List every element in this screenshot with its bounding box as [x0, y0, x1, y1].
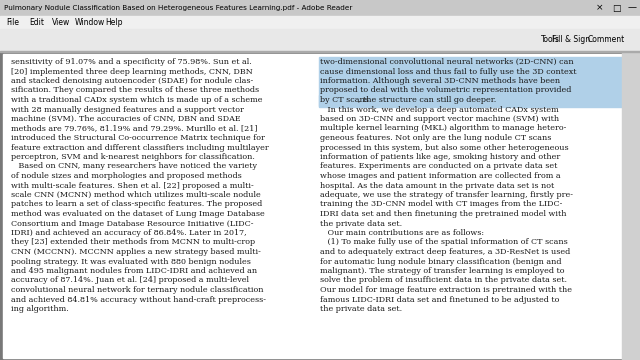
Text: introduced the Structural Co-occurrence Matrix technique for: introduced the Structural Co-occurrence …: [11, 134, 265, 142]
Bar: [0, 51, 640, 52]
Text: Tools: Tools: [541, 36, 560, 45]
Bar: [319, 95, 358, 105]
Text: whose images and patient information are collected from a: whose images and patient information are…: [321, 172, 561, 180]
Text: with 28 manually designed features and a support vector: with 28 manually designed features and a…: [11, 105, 244, 113]
Text: Window: Window: [74, 18, 105, 27]
Text: Based on CNN, many researchers have noticed the variety: Based on CNN, many researchers have noti…: [11, 162, 257, 171]
Text: and 495 malignant nodules from LIDC-IDRI and achieved an: and 495 malignant nodules from LIDC-IDRI…: [11, 267, 257, 275]
Text: CNN (MCCNN). MCCNN applies a new strategy based multi-: CNN (MCCNN). MCCNN applies a new strateg…: [11, 248, 261, 256]
Text: ing algorithm.: ing algorithm.: [11, 305, 68, 313]
Text: solve the problem of insufficient data in the private data set.: solve the problem of insufficient data i…: [321, 276, 568, 284]
Text: adequate, we use the strategy of transfer learning, firstly pre-: adequate, we use the strategy of transfe…: [321, 191, 573, 199]
Text: two-dimensional convolutional neural networks (2D-CNN) can: two-dimensional convolutional neural net…: [321, 58, 574, 66]
Bar: [319, 57, 622, 107]
Text: feature extraction and different classifiers including multilayer: feature extraction and different classif…: [11, 144, 269, 152]
Text: ×: ×: [596, 4, 604, 13]
Text: [20] implemented three deep learning methods, CNN, DBN: [20] implemented three deep learning met…: [11, 68, 253, 76]
Text: sification. They compared the results of these three methods: sification. They compared the results of…: [11, 86, 259, 94]
Text: geneous features. Not only are the lung nodule CT scans: geneous features. Not only are the lung …: [321, 134, 552, 142]
Text: In this work, we develop a deep automated CADx system: In this work, we develop a deep automate…: [321, 105, 559, 113]
Text: Help: Help: [106, 18, 123, 27]
Text: Pulmonary Nodule Classification Based on Heterogeneous Features Learning.pdf - A: Pulmonary Nodule Classification Based on…: [4, 5, 353, 11]
Text: famous LIDC-IDRI data set and finetuned to be adjusted to: famous LIDC-IDRI data set and finetuned …: [321, 296, 560, 303]
Text: Our model for image feature extraction is pretrained with the: Our model for image feature extraction i…: [321, 286, 573, 294]
Text: for automatic lung nodule binary classification (benign and: for automatic lung nodule binary classif…: [321, 257, 562, 266]
Bar: [0, 52, 640, 360]
Text: they [23] extended their methods from MCNN to multi-crop: they [23] extended their methods from MC…: [11, 238, 255, 247]
Text: malignant). The strategy of transfer learning is employed to: malignant). The strategy of transfer lea…: [321, 267, 565, 275]
Text: with multi-scale features. Shen et al. [22] proposed a multi-: with multi-scale features. Shen et al. […: [11, 181, 253, 189]
Text: and to adequately extract deep features, a 3D-ResNet is used: and to adequately extract deep features,…: [321, 248, 571, 256]
Text: information of patients like age, smoking history and other: information of patients like age, smokin…: [321, 153, 561, 161]
Text: , the structure can still go deeper.: , the structure can still go deeper.: [358, 96, 497, 104]
Text: by CT scans: by CT scans: [321, 96, 369, 104]
Text: Comment: Comment: [588, 36, 625, 45]
Text: method was evaluated on the dataset of Lung Image Database: method was evaluated on the dataset of L…: [11, 210, 265, 218]
Bar: [622, 52, 640, 360]
Text: methods are 79.76%, 81.19% and 79.29%. Murillo et al. [21]: methods are 79.76%, 81.19% and 79.29%. M…: [11, 125, 257, 132]
Text: and stacked denoising autoencoder (SDAE) for nodule clas-: and stacked denoising autoencoder (SDAE)…: [11, 77, 253, 85]
Text: Fill & Sign: Fill & Sign: [552, 36, 590, 45]
Text: training the 3D-CNN model with CT images from the LIDC-: training the 3D-CNN model with CT images…: [321, 201, 563, 208]
Text: scale CNN (MCNN) method which utilizes multi-scale nodule: scale CNN (MCNN) method which utilizes m…: [11, 191, 260, 199]
Text: accuracy of 87.14%. Juan et al. [24] proposed a multi-level: accuracy of 87.14%. Juan et al. [24] pro…: [11, 276, 249, 284]
Text: Our main contributions are as follows:: Our main contributions are as follows:: [321, 229, 484, 237]
Text: based on 3D-CNN and support vector machine (SVM) with: based on 3D-CNN and support vector machi…: [321, 115, 559, 123]
Text: the private data set.: the private data set.: [321, 305, 403, 313]
Text: sensitivity of 91.07% and a specificity of 75.98%. Sun et al.: sensitivity of 91.07% and a specificity …: [11, 58, 252, 66]
Text: with a traditional CADx system which is made up of a scheme: with a traditional CADx system which is …: [11, 96, 262, 104]
Text: processed in this system, but also some other heterogeneous: processed in this system, but also some …: [321, 144, 569, 152]
Text: information. Although several 3D-CNN methods have been: information. Although several 3D-CNN met…: [321, 77, 561, 85]
Text: Edit: Edit: [29, 18, 44, 27]
Text: File: File: [6, 18, 19, 27]
Bar: [0, 29, 640, 51]
Text: hospital. As the data amount in the private data set is not: hospital. As the data amount in the priv…: [321, 181, 555, 189]
Bar: [0, 52, 3, 360]
Text: View: View: [52, 18, 70, 27]
Text: machine (SVM). The accuracies of CNN, DBN and SDAE: machine (SVM). The accuracies of CNN, DB…: [11, 115, 241, 123]
Text: perceptron, SVM and k-nearest neighbors for classification.: perceptron, SVM and k-nearest neighbors …: [11, 153, 255, 161]
Text: (1) To make fully use of the spatial information of CT scans: (1) To make fully use of the spatial inf…: [321, 238, 568, 247]
Text: features. Experiments are conducted on a private data set: features. Experiments are conducted on a…: [321, 162, 558, 171]
Text: and achieved 84.81% accuracy without hand-craft preprocess-: and achieved 84.81% accuracy without han…: [11, 296, 266, 303]
Text: the private data set.: the private data set.: [321, 220, 403, 228]
Text: proposed to deal with the volumetric representation provided: proposed to deal with the volumetric rep…: [321, 86, 572, 94]
Text: pooling strategy. It was evaluated with 880 benign nodules: pooling strategy. It was evaluated with …: [11, 257, 251, 266]
Bar: [0, 16, 640, 29]
Bar: [0, 0, 640, 16]
Text: convolutional neural network for ternary nodule classification: convolutional neural network for ternary…: [11, 286, 264, 294]
Bar: [3, 54, 622, 358]
Text: cause dimensional loss and thus fail to fully use the 3D context: cause dimensional loss and thus fail to …: [321, 68, 577, 76]
Text: —: —: [627, 4, 637, 13]
Text: IDRI) and achieved an accuracy of 86.84%. Later in 2017,: IDRI) and achieved an accuracy of 86.84%…: [11, 229, 246, 237]
Text: patches to learn a set of class-specific features. The proposed: patches to learn a set of class-specific…: [11, 201, 262, 208]
Text: IDRI data set and then finetuning the pretrained model with: IDRI data set and then finetuning the pr…: [321, 210, 567, 218]
Text: of nodule sizes and morphologies and proposed methods: of nodule sizes and morphologies and pro…: [11, 172, 242, 180]
Text: □: □: [612, 4, 620, 13]
Text: Consortium and Image Database Resource Initiative (LIDC-: Consortium and Image Database Resource I…: [11, 220, 253, 228]
Text: multiple kernel learning (MKL) algorithm to manage hetero-: multiple kernel learning (MKL) algorithm…: [321, 125, 567, 132]
